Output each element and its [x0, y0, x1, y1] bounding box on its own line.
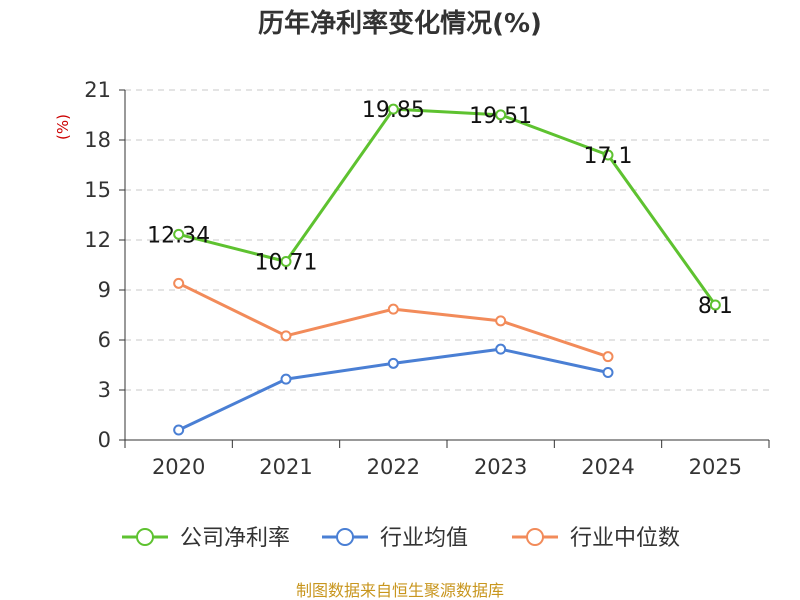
- legend-label: 行业中位数: [570, 526, 680, 551]
- legend-label: 行业均值: [380, 526, 468, 551]
- legend-label: 公司净利率: [180, 526, 290, 551]
- series-2-point[interactable]: [496, 316, 505, 325]
- x-tick-label: 2022: [367, 455, 420, 479]
- x-tick-label: 2021: [259, 455, 312, 479]
- x-tick-label: 2020: [152, 455, 205, 479]
- series-1-point[interactable]: [496, 345, 505, 354]
- series-2-point[interactable]: [389, 305, 398, 314]
- series-line-0: [179, 109, 716, 305]
- data-label: 19.85: [362, 98, 425, 123]
- series-2-point[interactable]: [174, 279, 183, 288]
- y-tick-label: 12: [84, 228, 111, 252]
- y-tick-label: 18: [84, 128, 111, 152]
- data-label: 8.1: [698, 294, 733, 319]
- series-1-point[interactable]: [389, 359, 398, 368]
- series-2-point[interactable]: [282, 331, 291, 340]
- net-margin-chart: 历年净利率变化情况(%) (%) 0 3 6 9 12 15 18 21 2020 2021 202…: [0, 0, 800, 600]
- gridlines: [125, 90, 769, 390]
- chart-title: 历年净利率变化情况(%): [258, 8, 542, 39]
- x-tick-label: 2023: [474, 455, 527, 479]
- series-1-point[interactable]: [604, 368, 613, 377]
- data-label: 17.1: [584, 144, 633, 169]
- axes: 0 3 6 9 12 15 18 21 2020 2021 2022 2023 2024 2025: [84, 78, 769, 479]
- x-tick-label: 2025: [689, 455, 742, 479]
- y-tick-label: 15: [84, 178, 111, 202]
- series-2-point[interactable]: [604, 352, 613, 361]
- data-label: 19.51: [469, 104, 532, 129]
- series-1-point[interactable]: [174, 426, 183, 435]
- legend-marker: [337, 529, 353, 545]
- legend-item-2[interactable]: 行业中位数: [512, 526, 680, 551]
- y-tick-label: 3: [98, 378, 111, 402]
- legend-item-0[interactable]: 公司净利率: [122, 526, 290, 551]
- data-label: 10.71: [255, 251, 318, 276]
- series-1-point[interactable]: [282, 375, 291, 384]
- series-line-2: [179, 283, 608, 356]
- data-label: 12.34: [147, 223, 210, 248]
- y-tick-label: 0: [98, 428, 111, 452]
- y-tick-label: 9: [98, 278, 111, 302]
- legend-item-1[interactable]: 行业均值: [322, 526, 468, 551]
- legend-marker: [527, 529, 543, 545]
- series-layer: 12.34 10.71 19.85 19.51 17.1 8.1: [147, 98, 733, 434]
- source-note: 制图数据来自恒生聚源数据库: [296, 581, 504, 600]
- y-tick-label: 21: [84, 78, 111, 102]
- y-axis-label: (%): [54, 114, 72, 140]
- x-tick-label: 2024: [581, 455, 634, 479]
- legend-marker: [137, 529, 153, 545]
- legend[interactable]: 公司净利率 行业均值 行业中位数: [122, 526, 680, 551]
- y-tick-label: 6: [98, 328, 111, 352]
